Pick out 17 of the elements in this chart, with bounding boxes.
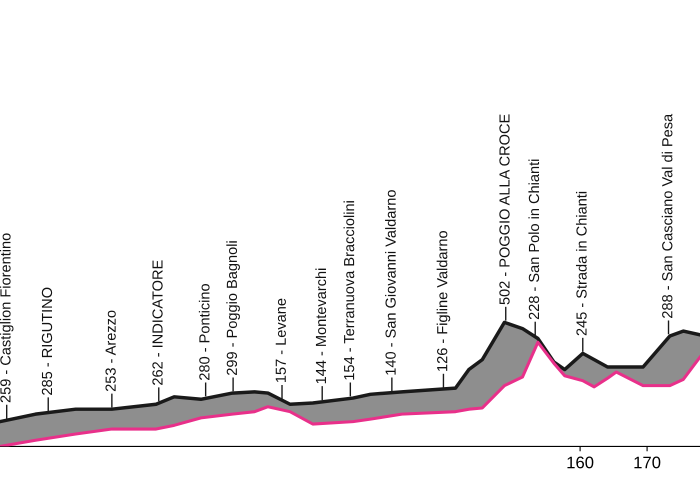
annotation: 259 - Castiglion Fiorentino	[0, 233, 14, 402]
annotation: 288 - San Casciano Val di Pesa	[662, 114, 672, 318]
annotation: 154 - Terranuova Bracciolini	[344, 201, 354, 380]
annotation: 157 - Levane	[276, 298, 286, 382]
annotation: 262 - INDICATORE	[152, 260, 163, 385]
annotation: 245 - Strada in Chianti	[576, 192, 587, 336]
annotation: 285 - RIGUTINO	[42, 288, 52, 395]
annotation: 144 - Montevarchi	[315, 268, 326, 384]
annotation: 280 - Ponticino	[198, 284, 210, 380]
annotation: 502 - POGGIO ALLA CROCE	[499, 114, 510, 304]
annotation: 126 - Figline Valdarno	[436, 231, 450, 371]
annotation: 253 - Arezzo	[105, 310, 116, 392]
x-tick-label: 160	[567, 456, 594, 468]
x-tick-label: 170	[634, 456, 660, 468]
annotation: 228 - San Polo in Chianti	[528, 160, 540, 320]
annotation: 299 - Poggio Bagnoli	[226, 241, 240, 375]
annotation: 140 - San Giovanni Valdarno	[385, 190, 396, 375]
